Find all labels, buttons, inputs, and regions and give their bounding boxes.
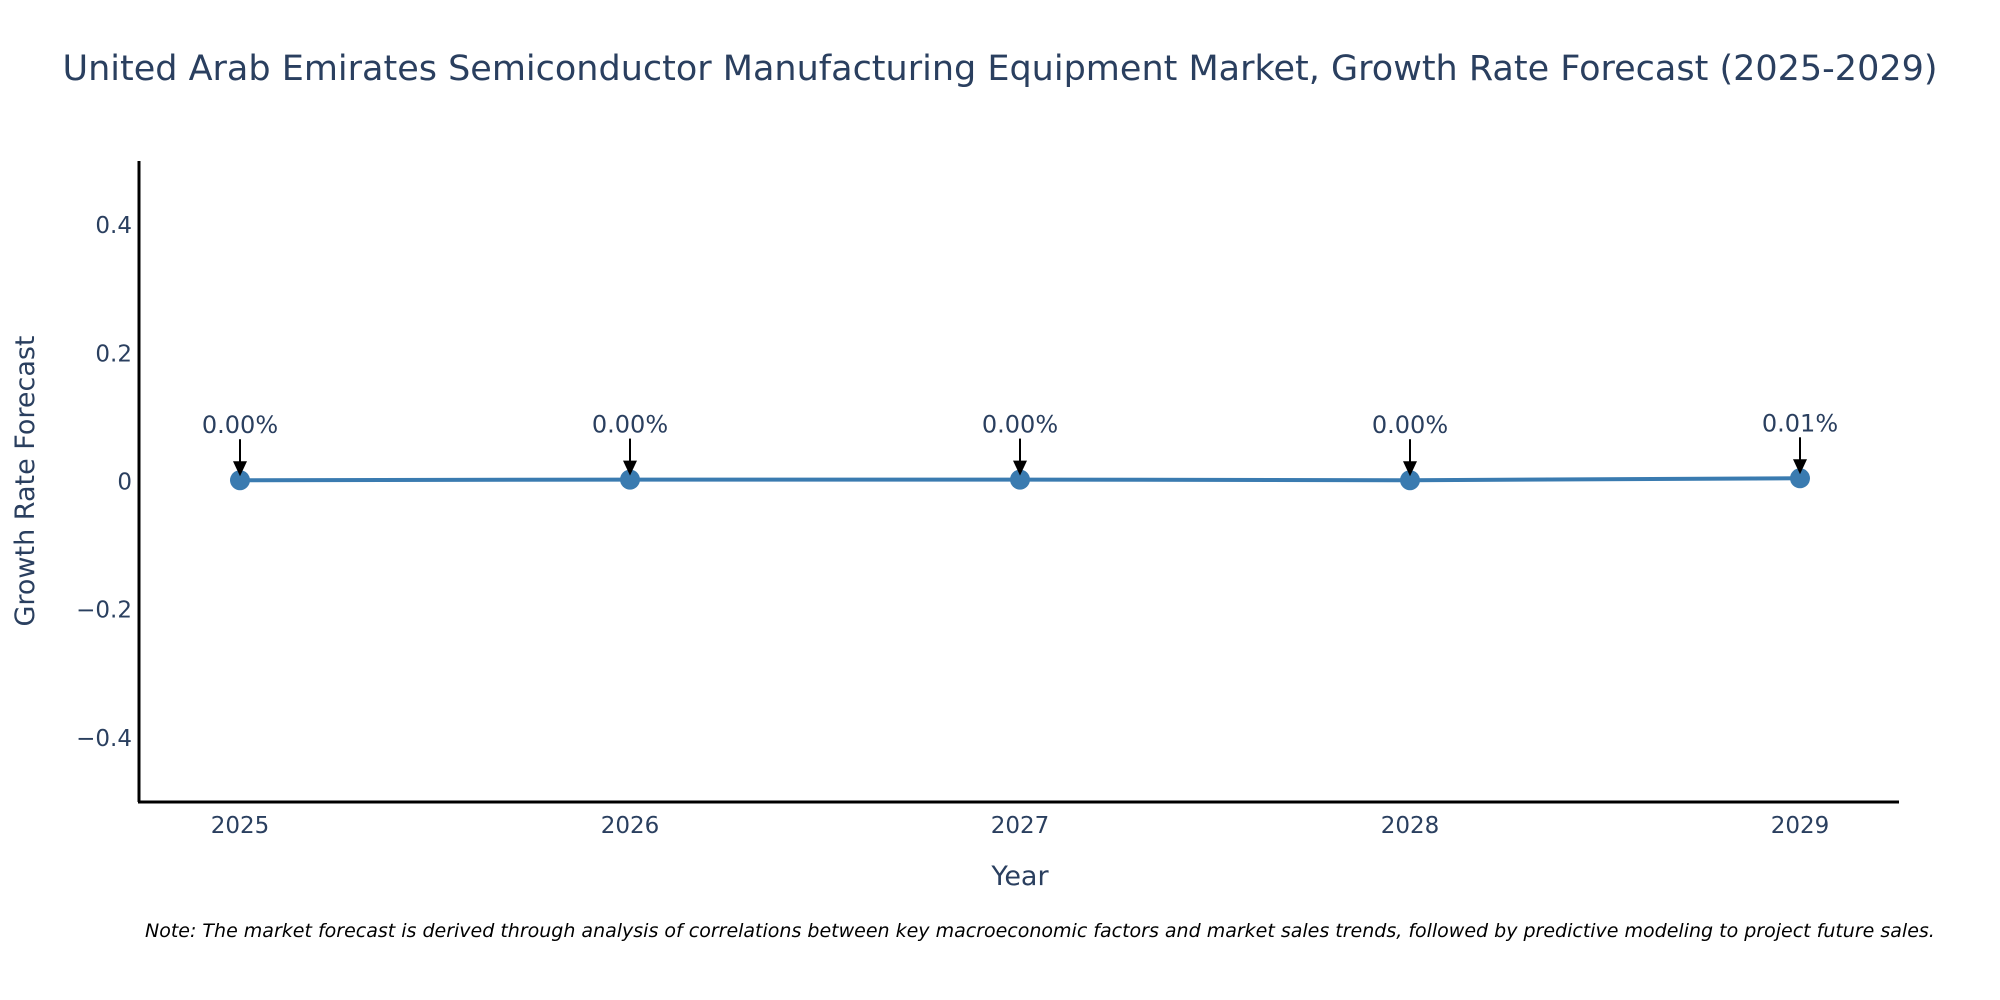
data-label: 0.00% xyxy=(1372,411,1448,439)
y-tick-label: −0.2 xyxy=(76,598,132,624)
annotation-arrow-head xyxy=(1013,460,1027,476)
y-tick-label: 0.2 xyxy=(95,341,132,367)
data-point xyxy=(1790,468,1810,489)
footnote: Note: The market forecast is derived thr… xyxy=(145,920,1935,942)
data-point xyxy=(1010,469,1030,490)
data-point xyxy=(230,470,250,491)
x-tick-label: 2026 xyxy=(601,813,660,839)
y-tick-label: 0 xyxy=(117,470,132,496)
data-point xyxy=(620,469,640,490)
x-tick-label: 2025 xyxy=(211,813,270,839)
x-axis-title: Year xyxy=(990,861,1049,892)
annotation-arrow-head xyxy=(1793,459,1807,475)
data-label: 0.00% xyxy=(982,411,1058,439)
annotation-arrow-head xyxy=(233,461,247,477)
data-label: 0.00% xyxy=(592,411,668,439)
x-tick-label: 2028 xyxy=(1381,813,1440,839)
data-label: 0.00% xyxy=(202,411,278,439)
y-tick-label: −0.4 xyxy=(76,726,132,752)
x-tick-label: 2027 xyxy=(991,813,1050,839)
data-label: 0.01% xyxy=(1762,409,1838,437)
y-axis-title: Growth Rate Forecast xyxy=(10,335,41,626)
y-tick-label: 0.4 xyxy=(95,213,132,239)
chart-title: United Arab Emirates Semiconductor Manuf… xyxy=(62,49,1937,89)
annotation-arrow-head xyxy=(623,460,637,476)
annotation-arrow-head xyxy=(1403,461,1417,477)
x-tick-label: 2029 xyxy=(1771,813,1830,839)
data-point xyxy=(1400,470,1420,491)
